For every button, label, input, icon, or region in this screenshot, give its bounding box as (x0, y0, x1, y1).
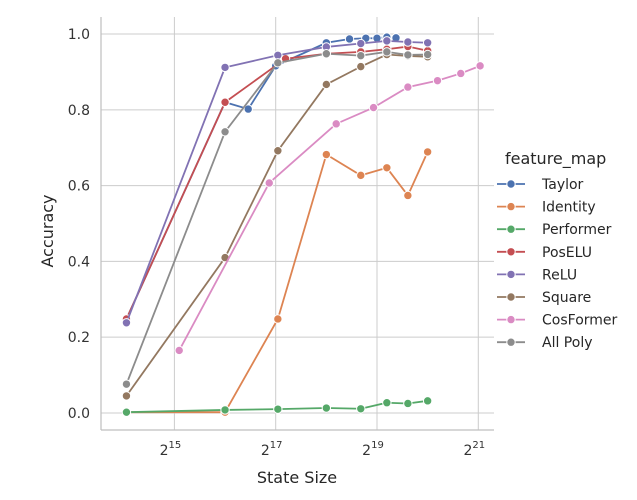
legend-item-all-poly: All Poly (497, 335, 593, 351)
data-point (403, 398, 413, 409)
data-point (356, 170, 366, 181)
data-point (403, 37, 413, 47)
legend-swatch-marker (506, 269, 516, 280)
series-relu (121, 36, 433, 328)
legend-swatch-marker (506, 314, 516, 325)
data-point (344, 34, 355, 44)
legend-swatch-marker (506, 247, 516, 257)
legend-label: All Poly (542, 335, 593, 351)
data-point (220, 62, 230, 73)
series-cosformer (174, 61, 485, 356)
legend-label: Performer (542, 222, 612, 238)
legend-swatch-marker (506, 292, 516, 302)
data-point (356, 61, 366, 72)
data-point (321, 79, 332, 90)
data-point (422, 49, 433, 60)
legend-swatch-marker (506, 179, 516, 189)
data-point (382, 36, 392, 46)
data-point (121, 391, 132, 401)
data-point (422, 147, 433, 157)
legend-label: Square (542, 290, 591, 306)
legend-item-square: Square (497, 290, 591, 306)
series-all-poly (121, 47, 433, 389)
data-point (382, 163, 392, 173)
legend-item-identity: Identity (497, 200, 596, 216)
data-point (331, 119, 341, 129)
data-point (121, 407, 132, 417)
data-point (273, 146, 283, 156)
series-identity (121, 147, 433, 417)
data-point (220, 405, 230, 415)
data-point (321, 403, 332, 413)
legend-label: Taylor (541, 177, 584, 193)
data-point (356, 404, 366, 414)
data-point (475, 61, 485, 71)
legend-label: PosELU (542, 245, 592, 261)
y-tick-label: 0.6 (68, 179, 90, 195)
data-point (456, 68, 466, 79)
legend-swatch-marker (506, 201, 516, 212)
series-line-identity (126, 151, 429, 414)
legend: feature_map Taylor Identity Performer PosEL… (497, 149, 618, 351)
data-point (121, 379, 132, 389)
legend-item-relu: ReLU (497, 267, 577, 283)
x-tick-labels: 215 217 219 221 (160, 440, 486, 459)
legend-item-poselu: PosELU (497, 245, 592, 261)
x-tick-label: 219 (362, 440, 384, 459)
data-point (121, 318, 132, 328)
data-point (403, 190, 413, 201)
legend-label: Identity (542, 200, 596, 216)
y-tick-label: 0.2 (68, 330, 90, 346)
data-point (422, 38, 433, 48)
x-tick-label: 215 (160, 440, 182, 459)
legend-item-performer: Performer (497, 222, 612, 238)
data-point (368, 102, 379, 113)
data-point (403, 82, 413, 92)
data-point (264, 178, 274, 188)
data-point (273, 58, 283, 68)
y-tick-label: 1.0 (68, 27, 90, 43)
grid (101, 17, 494, 430)
series-poselu (121, 41, 433, 324)
y-tick-label: 0.8 (68, 103, 90, 119)
data-point (174, 345, 184, 356)
data-point (220, 97, 230, 107)
data-point (273, 314, 283, 324)
axis-spines (100, 17, 494, 431)
data-point (273, 404, 283, 414)
data-point (382, 398, 392, 408)
data-point (243, 104, 253, 114)
legend-title: feature_map (505, 149, 606, 169)
series-line-square (125, 53, 428, 397)
data-point (321, 149, 332, 160)
legend-swatch-marker (506, 337, 516, 347)
x-tick-label: 217 (261, 440, 283, 459)
data-point (403, 50, 413, 60)
x-tick-label: 221 (463, 440, 485, 459)
data-point (321, 49, 332, 59)
legend-swatch-marker (506, 224, 516, 234)
series-line-taylor (125, 36, 397, 320)
series-line-cosformer (178, 65, 481, 351)
legend-label: ReLU (542, 267, 577, 283)
y-axis-label: Accuracy (38, 194, 57, 267)
y-tick-label: 0.0 (68, 406, 90, 422)
data-point (356, 38, 366, 49)
series-line-relu (125, 39, 428, 324)
data-point (220, 127, 230, 137)
series-line-poselu (125, 45, 428, 320)
data-point (356, 50, 366, 61)
series-lines (121, 32, 485, 417)
data-point (432, 75, 443, 86)
y-tick-labels: 0.0 0.2 0.4 0.6 0.8 1.0 (68, 27, 90, 422)
y-tick-label: 0.4 (68, 254, 90, 270)
series-performer (121, 396, 433, 417)
legend-item-taylor: Taylor (497, 177, 584, 193)
x-axis-label: State Size (257, 468, 337, 487)
data-point (422, 396, 433, 406)
legend-label: CosFormer (542, 313, 618, 329)
legend-item-cosformer: CosFormer (497, 313, 618, 329)
data-point (382, 47, 392, 57)
